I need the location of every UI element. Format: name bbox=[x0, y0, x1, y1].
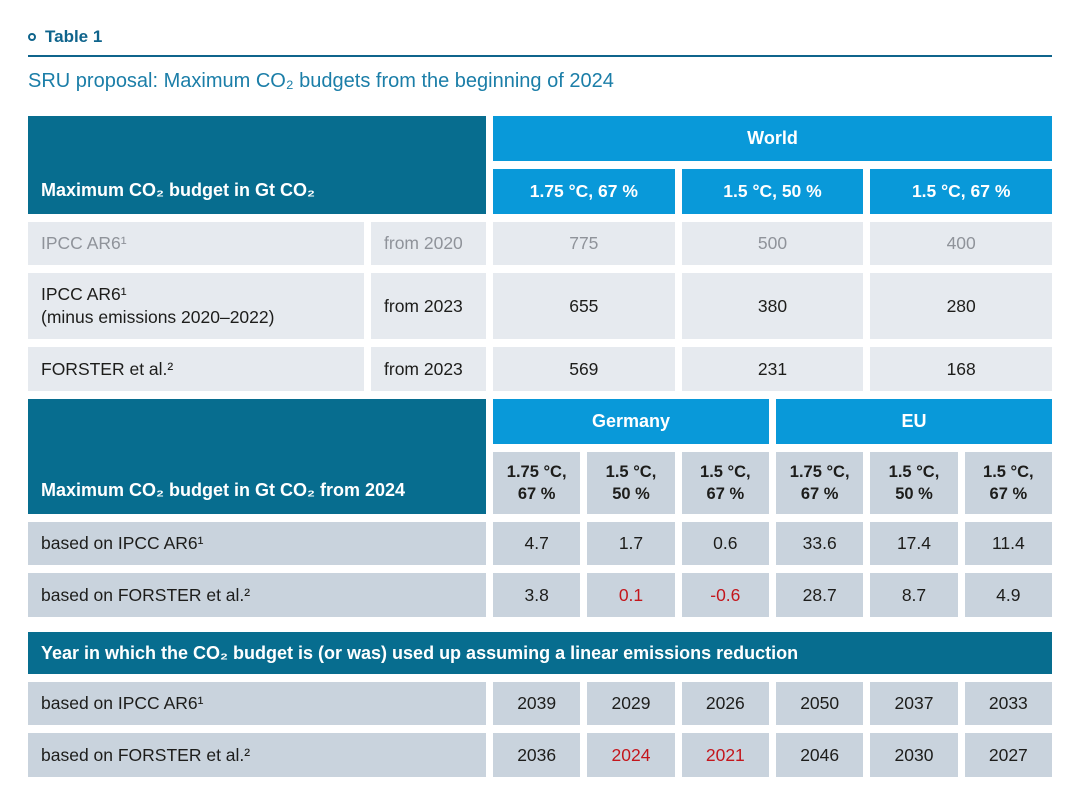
world-col-header-3: 1.5 °C, 67 % bbox=[870, 169, 1052, 214]
value-cell: 2039 bbox=[493, 682, 581, 725]
value-cell: 0.6 bbox=[681, 522, 769, 565]
period-cell: from 2023 bbox=[371, 273, 486, 339]
world-col-header-2: 1.5 °C, 50 % bbox=[681, 169, 864, 214]
value-cell: 280 bbox=[870, 273, 1052, 339]
scenario-temp: 1.5 °C, bbox=[983, 462, 1034, 481]
period-cell: from 2023 bbox=[371, 347, 486, 391]
value-cell: 2037 bbox=[870, 682, 958, 725]
value-cell: 3.8 bbox=[493, 573, 581, 617]
scenario-prob: 67 % bbox=[706, 485, 745, 503]
value-cell: 2036 bbox=[493, 733, 581, 777]
scenario-col-header: 1.5 °C, 67 % bbox=[964, 452, 1052, 514]
value-cell: 11.4 bbox=[964, 522, 1052, 565]
source-name: IPCC AR6¹ bbox=[41, 233, 127, 254]
period-cell: from 2020 bbox=[371, 222, 486, 265]
scenario-temp: 1.75 °C, bbox=[506, 462, 567, 481]
regions-corner-label: Maximum CO₂ budget in Gt CO₂ from 2024 bbox=[41, 479, 406, 500]
world-group-header: World bbox=[493, 116, 1052, 161]
years-table: Year in which the CO₂ budget is (or was)… bbox=[28, 632, 1052, 777]
value-cell: 1.7 bbox=[587, 522, 675, 565]
value-cell: 2027 bbox=[964, 733, 1052, 777]
value-cell: 2024 bbox=[587, 733, 675, 777]
value-cell: 380 bbox=[681, 273, 864, 339]
value-cell: 2033 bbox=[964, 682, 1052, 725]
value-cell: 655 bbox=[493, 273, 675, 339]
scenario-prob: 67 % bbox=[989, 485, 1028, 503]
value-cell: 2026 bbox=[681, 682, 769, 725]
world-budget-table: Maximum CO₂ budget in Gt CO₂ World 1.75 … bbox=[28, 116, 1052, 391]
value-cell: 33.6 bbox=[776, 522, 864, 565]
eu-group-header: EU bbox=[776, 399, 1052, 444]
source-label-cell: based on FORSTER et al.² bbox=[28, 573, 486, 617]
value-cell: 4.9 bbox=[964, 573, 1052, 617]
scenario-prob: 50 % bbox=[612, 485, 650, 503]
years-banner: Year in which the CO₂ budget is (or was)… bbox=[28, 632, 1052, 674]
value-cell: 2029 bbox=[587, 682, 675, 725]
source-label-cell: based on IPCC AR6¹ bbox=[28, 682, 486, 725]
scenario-col-header: 1.5 °C, 50 % bbox=[587, 452, 675, 514]
source-label-cell: based on FORSTER et al.² bbox=[28, 733, 486, 777]
source-label-cell: based on IPCC AR6¹ bbox=[28, 522, 486, 565]
scenario-temp: 1.75 °C, bbox=[789, 462, 850, 481]
scenario-temp: 1.5 °C, bbox=[888, 462, 940, 481]
table-number-label: Table 1 bbox=[45, 27, 103, 46]
value-cell: 2021 bbox=[681, 733, 769, 777]
scenario-prob: 50 % bbox=[895, 485, 933, 503]
germany-group-header: Germany bbox=[493, 399, 769, 444]
value-cell: 2046 bbox=[776, 733, 864, 777]
value-cell: -0.6 bbox=[681, 573, 769, 617]
source-note: (minus emissions 2020–2022) bbox=[41, 307, 275, 327]
source-label-cell: IPCC AR6¹ bbox=[28, 222, 364, 265]
scenario-prob: 67 % bbox=[800, 485, 839, 503]
value-cell: 569 bbox=[493, 347, 675, 391]
source-name: FORSTER et al.² bbox=[41, 358, 174, 379]
value-cell: 28.7 bbox=[776, 573, 864, 617]
scenario-col-header: 1.5 °C, 50 % bbox=[870, 452, 958, 514]
source-name: IPCC AR6¹ bbox=[41, 284, 127, 305]
regions-budget-table: Maximum CO₂ budget in Gt CO₂ from 2024 G… bbox=[28, 399, 1052, 617]
value-cell: 500 bbox=[681, 222, 864, 265]
value-cell: 168 bbox=[870, 347, 1052, 391]
scenario-col-header: 1.75 °C, 67 % bbox=[493, 452, 581, 514]
value-cell: 231 bbox=[681, 347, 864, 391]
table-title: SRU proposal: Maximum CO₂ budgets from t… bbox=[28, 70, 614, 92]
scenario-col-header: 1.75 °C, 67 % bbox=[776, 452, 864, 514]
world-corner-label: Maximum CO₂ budget in Gt CO₂ bbox=[41, 179, 315, 200]
value-cell: 2030 bbox=[870, 733, 958, 777]
value-cell: 775 bbox=[493, 222, 675, 265]
value-cell: 0.1 bbox=[587, 573, 675, 617]
world-corner-header: Maximum CO₂ budget in Gt CO₂ bbox=[28, 116, 486, 214]
table-marker-icon bbox=[28, 33, 36, 41]
report-page: Table 1 SRU proposal: Maximum CO₂ budget… bbox=[28, 27, 1052, 777]
value-cell: 4.7 bbox=[493, 522, 581, 565]
world-col-header-1: 1.75 °C, 67 % bbox=[493, 169, 675, 214]
scenario-prob: 67 % bbox=[517, 485, 556, 503]
value-cell: 8.7 bbox=[870, 573, 958, 617]
source-label-cell: FORSTER et al.² bbox=[28, 347, 364, 391]
scenario-temp: 1.5 °C, bbox=[605, 462, 657, 481]
scenario-col-header: 1.5 °C, 67 % bbox=[681, 452, 769, 514]
regions-corner-header: Maximum CO₂ budget in Gt CO₂ from 2024 bbox=[28, 399, 486, 514]
header-rule bbox=[28, 55, 1052, 57]
scenario-temp: 1.5 °C, bbox=[700, 462, 751, 481]
table-eyebrow: Table 1 bbox=[28, 27, 1052, 47]
value-cell: 400 bbox=[870, 222, 1052, 265]
source-label-cell: IPCC AR6¹ (minus emissions 2020–2022) bbox=[28, 273, 364, 339]
value-cell: 2050 bbox=[776, 682, 864, 725]
value-cell: 17.4 bbox=[870, 522, 958, 565]
